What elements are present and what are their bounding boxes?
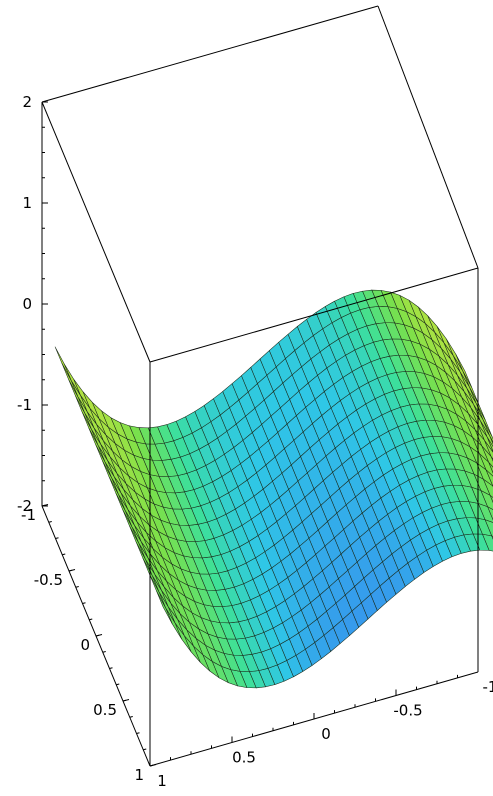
surface-patch: [54, 346, 72, 381]
axis-ticks: 210-1-2-1-0.500.51-1-0.500.51: [17, 93, 493, 790]
box-edge: [41, 5, 379, 103]
y-tick-label: 1: [134, 766, 144, 784]
tick-mark: [75, 586, 79, 588]
box-edge: [377, 5, 479, 269]
y-tick-label: -1: [21, 506, 36, 524]
box-edge: [149, 267, 479, 363]
z-tick-label: 1: [22, 194, 32, 212]
tick-mark: [109, 667, 113, 669]
tick-mark: [102, 651, 106, 653]
z-tick-label: 0: [22, 295, 32, 313]
tick-mark: [122, 699, 127, 702]
tick-mark: [62, 553, 66, 556]
y-tick-label: 0: [80, 636, 90, 654]
box-edge: [41, 101, 151, 363]
tick-mark: [82, 602, 86, 604]
tick-mark: [143, 748, 147, 751]
tick-mark: [55, 537, 59, 539]
x-tick-label: 0: [321, 725, 331, 743]
x-tick-label: -1: [483, 678, 493, 696]
surface-patch: [64, 363, 81, 396]
y-tick-label: 0.5: [93, 701, 117, 719]
tick-mark: [136, 732, 140, 734]
z-tick-label: 2: [22, 93, 32, 111]
x-tick-label: 1: [157, 772, 167, 790]
tick-mark: [89, 618, 93, 621]
x-tick-label: -0.5: [393, 702, 422, 720]
tick-mark: [129, 716, 133, 718]
z-tick-label: -2: [17, 497, 32, 515]
tick-mark: [68, 569, 73, 572]
surface-mesh: [54, 289, 493, 689]
tick-mark: [48, 521, 52, 523]
tick-mark: [95, 634, 100, 637]
z-tick-label: -1: [17, 396, 32, 414]
x-tick-label: 0.5: [232, 749, 256, 767]
tick-mark: [116, 683, 120, 686]
y-tick-label: -0.5: [34, 571, 63, 589]
tick-mark: [41, 504, 46, 507]
